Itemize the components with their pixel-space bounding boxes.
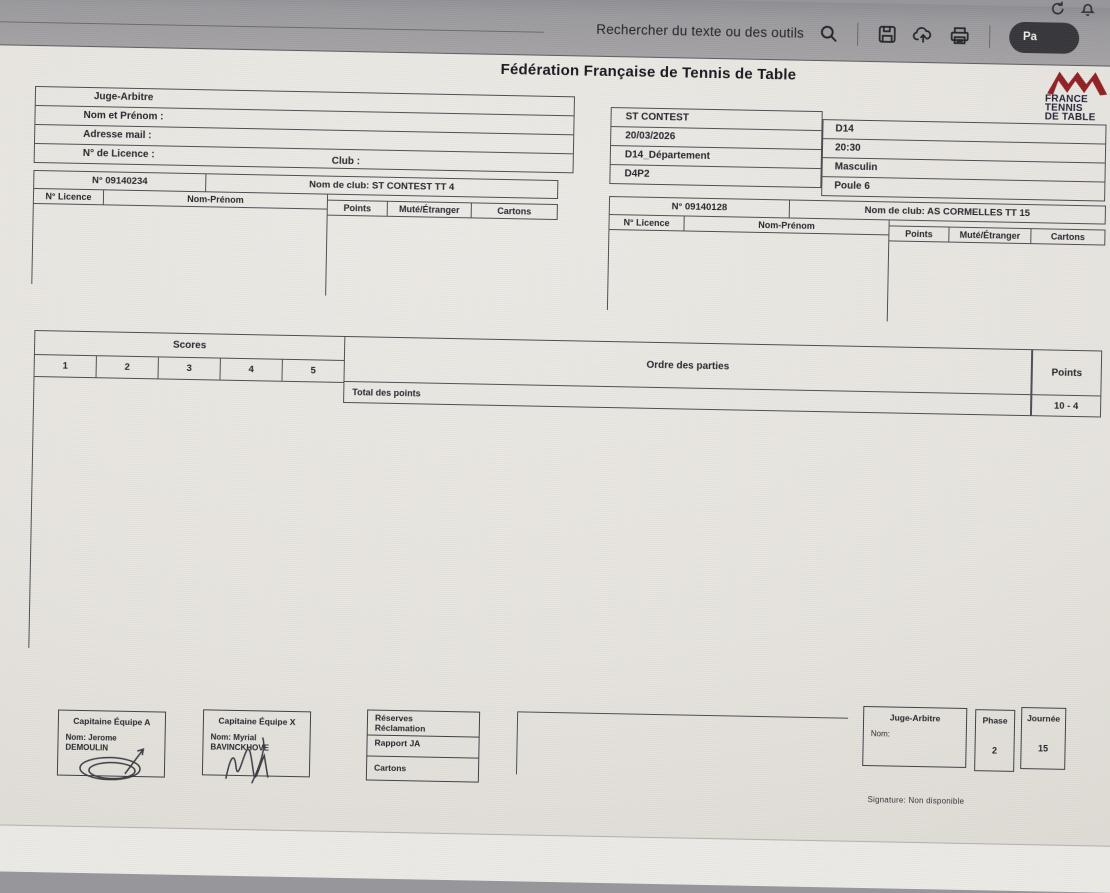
results-table [516, 711, 848, 780]
team-a-points: Points Muté/Étranger Cartons [325, 200, 558, 300]
col-points: Points [328, 201, 388, 217]
set-col-2: 2 [96, 356, 158, 379]
print-icon[interactable] [949, 26, 970, 46]
judge-footer-title: Juge-Arbitre [864, 712, 966, 724]
captain-a-name: Nom: Jerome [66, 733, 117, 743]
toolbar-divider [989, 25, 990, 48]
pool-code: D4P2 [609, 164, 821, 188]
captain-x-name: Nom: Myrial [211, 732, 257, 742]
save-icon[interactable] [877, 24, 897, 44]
fftt-logo: FRANCE TENNIS DE TABLE [1045, 68, 1110, 123]
search-icon[interactable] [819, 24, 838, 43]
share-button[interactable]: Pa [1009, 21, 1080, 53]
team-a-roster: N° Licence Nom-Prénom [31, 188, 328, 290]
captain-a-title: Capitaine Équipe A [59, 716, 165, 728]
phase-value: 2 [975, 745, 1013, 756]
col-name: Nom-Prénom [684, 216, 889, 235]
col-licence: N° Licence [34, 189, 104, 205]
toolbar-divider [857, 22, 858, 45]
set-col-3: 3 [158, 357, 220, 380]
col-cartons: Cartons [472, 203, 558, 220]
journee-box: Journée 15 [1020, 707, 1066, 770]
total-points-value: 10 - 4 [1032, 395, 1100, 416]
bell-icon[interactable] [1080, 1, 1096, 18]
set-col-1: 1 [35, 355, 97, 378]
set-col-5: 5 [282, 360, 344, 383]
sync-icon[interactable] [1050, 0, 1066, 17]
match-info-left: ST CONTEST 20/03/2026 D14_Département D4… [609, 108, 822, 188]
match-info-right: D14 20:30 Masculin Poule 6 [821, 120, 1106, 201]
team-x-roster: N° Licence Nom-Prénom [607, 214, 890, 315]
upload-icon[interactable] [912, 25, 934, 45]
rapport-ja-label: Rapport JA [367, 735, 478, 758]
set-col-4: 4 [220, 359, 282, 382]
col-mute: Muté/Étranger [949, 228, 1031, 245]
journee-label: Journée [1022, 713, 1065, 724]
col-name: Nom-Prénom [104, 190, 328, 209]
judge-footer-box: Juge-Arbitre Nom: [862, 706, 967, 768]
journee-value: 15 [1021, 743, 1064, 754]
col-points: Points [889, 226, 949, 242]
club-label: Club : [332, 156, 361, 168]
points-column: Points 10 - 4 [1031, 349, 1102, 417]
search-input[interactable]: Rechercher du texte ou des outils [596, 21, 804, 40]
judge-name-label: Nom: [871, 729, 966, 740]
col-licence: N° Licence [609, 215, 684, 231]
col-cartons: Cartons [1031, 229, 1105, 245]
captain-x-title: Capitaine Équipe X [204, 715, 310, 727]
ordre-des-parties-column: Ordre des parties Total des points [343, 336, 1032, 416]
signature-note: Signature: Non disponible [867, 795, 964, 806]
cut-off-banner-text: uniquement [93, 0, 383, 5]
judge-header-box: Juge-Arbitre Nom et Prénom : Adresse mai… [34, 87, 575, 173]
fftt-logo-mark [1045, 68, 1110, 96]
col-mute: Muté/Étranger [388, 202, 472, 219]
chrome-divider [0, 21, 544, 33]
phase-label: Phase [976, 715, 1014, 726]
scores-grid: Scores 1 2 3 4 5 [28, 330, 345, 654]
team-x-points: Points Muté/Étranger Cartons [887, 225, 1106, 325]
phase-box: Phase 2 [974, 709, 1015, 772]
points-header: Points [1032, 350, 1101, 396]
cartons-label: Cartons [367, 756, 478, 781]
